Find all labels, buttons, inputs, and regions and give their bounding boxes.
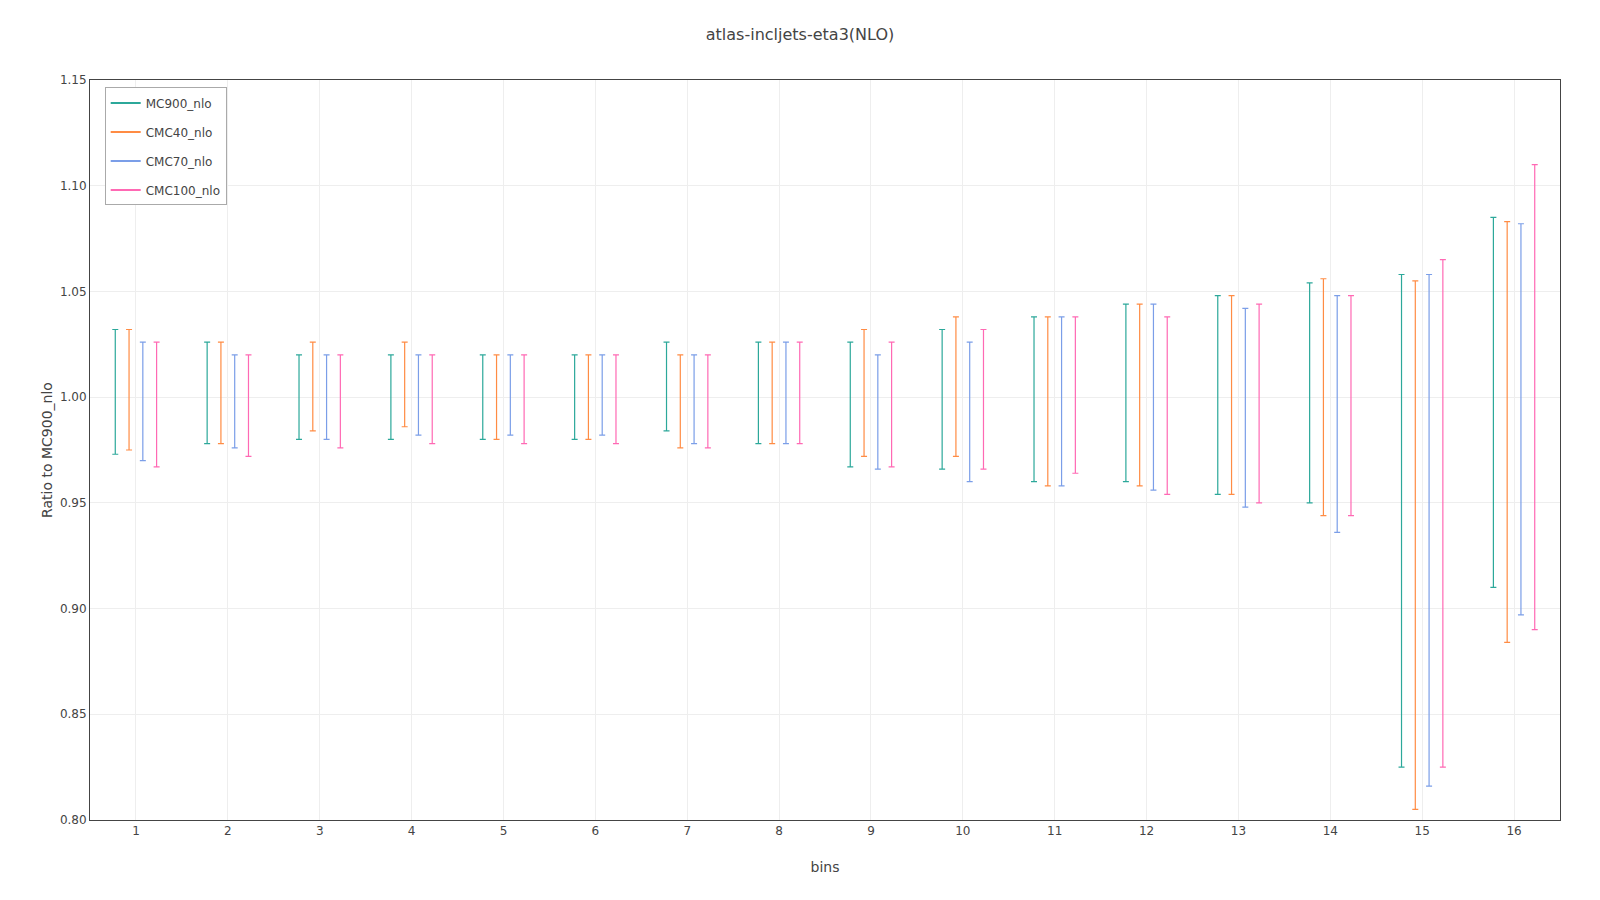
svg-text:atlas-incljets-eta3(NLO): atlas-incljets-eta3(NLO) <box>706 25 894 44</box>
svg-text:13: 13 <box>1231 824 1246 838</box>
svg-text:0.85: 0.85 <box>60 707 87 721</box>
svg-text:1.10: 1.10 <box>60 179 87 193</box>
svg-text:9: 9 <box>867 824 875 838</box>
svg-text:1: 1 <box>132 824 140 838</box>
svg-text:MC900_nlo: MC900_nlo <box>146 97 212 111</box>
svg-text:CMC70_nlo: CMC70_nlo <box>146 155 213 169</box>
svg-text:3: 3 <box>316 824 324 838</box>
svg-text:2: 2 <box>224 824 232 838</box>
svg-text:Ratio to MC900_nlo: Ratio to MC900_nlo <box>39 382 55 518</box>
svg-text:CMC100_nlo: CMC100_nlo <box>146 184 220 198</box>
svg-text:0.90: 0.90 <box>60 602 87 616</box>
svg-text:5: 5 <box>500 824 508 838</box>
svg-text:0.95: 0.95 <box>60 496 87 510</box>
svg-text:12: 12 <box>1139 824 1154 838</box>
svg-text:1.00: 1.00 <box>60 390 87 404</box>
svg-text:16: 16 <box>1506 824 1521 838</box>
svg-text:15: 15 <box>1415 824 1430 838</box>
svg-text:14: 14 <box>1323 824 1338 838</box>
svg-text:6: 6 <box>591 824 599 838</box>
svg-text:1.05: 1.05 <box>60 285 87 299</box>
svg-text:bins: bins <box>811 859 840 875</box>
svg-text:0.80: 0.80 <box>60 813 87 827</box>
svg-text:1.15: 1.15 <box>60 73 87 87</box>
svg-text:7: 7 <box>683 824 691 838</box>
svg-text:11: 11 <box>1047 824 1062 838</box>
svg-text:CMC40_nlo: CMC40_nlo <box>146 126 213 140</box>
svg-text:4: 4 <box>408 824 416 838</box>
svg-text:10: 10 <box>955 824 970 838</box>
svg-text:8: 8 <box>775 824 783 838</box>
